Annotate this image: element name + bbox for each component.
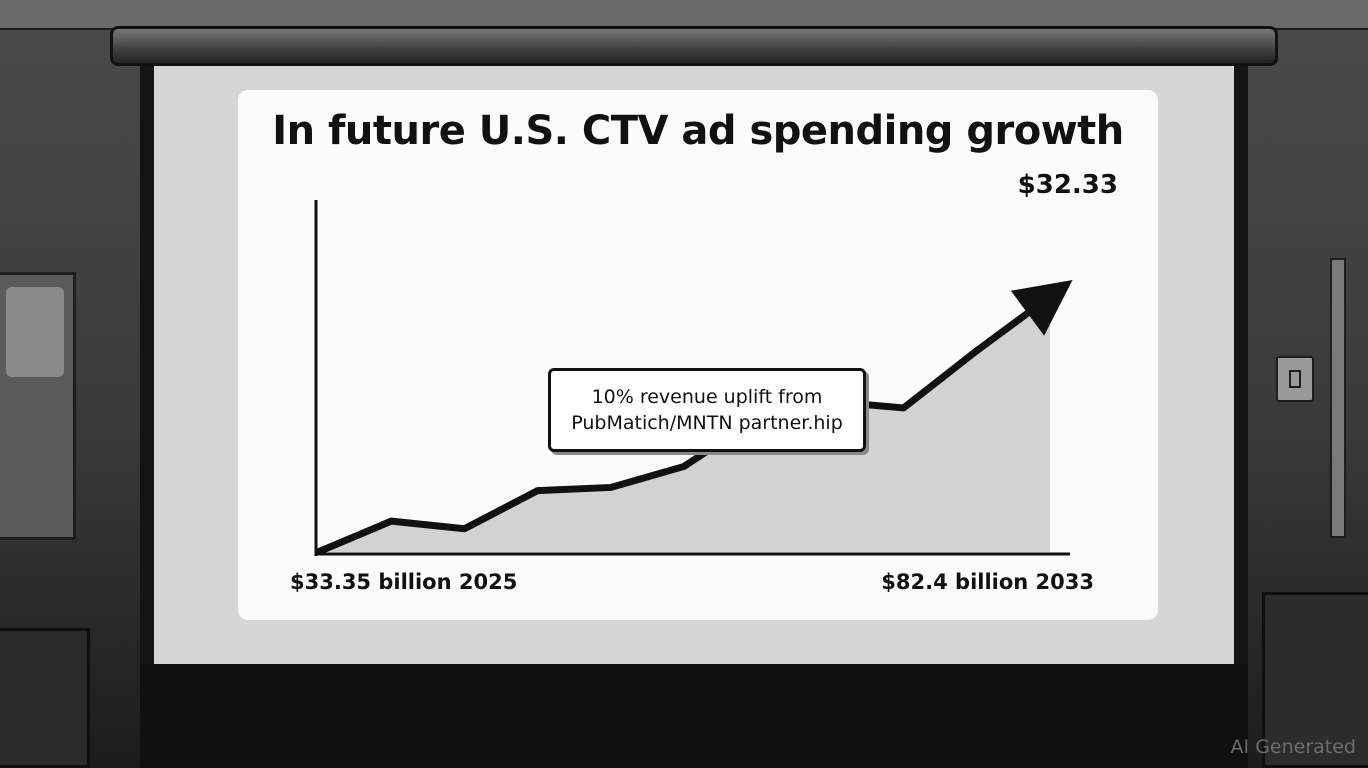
- watermark-text: AI Generated: [1230, 736, 1356, 758]
- series-area: [318, 296, 1050, 552]
- light-switch-icon: [1276, 356, 1314, 402]
- wall-picture-art: [6, 287, 64, 377]
- data-point: [1048, 294, 1052, 299]
- data-point: [389, 519, 394, 524]
- wall-picture-frame: [0, 272, 76, 540]
- data-point: [608, 485, 613, 490]
- left-speaker: [0, 628, 90, 768]
- chart-plot: [314, 200, 1073, 556]
- right-speaker: [1262, 592, 1368, 768]
- screen-roller: [110, 26, 1278, 66]
- end-value-label: $32.33: [1017, 170, 1118, 200]
- data-point: [462, 526, 467, 531]
- x-label-end: $82.4 billion 2033: [881, 570, 1094, 594]
- chart-slide: In future U.S. CTV ad spending growth $3…: [238, 90, 1158, 620]
- data-point: [535, 488, 540, 493]
- data-point: [974, 348, 979, 353]
- chart-title: In future U.S. CTV ad spending growth: [272, 108, 1124, 154]
- data-point: [316, 550, 320, 554]
- wall-pipe: [1330, 258, 1346, 538]
- annotation-line-2: PubMatich/MNTN partner.hip: [571, 412, 843, 434]
- data-point: [682, 464, 686, 469]
- annotation-line-1: 10% revenue uplift from: [591, 386, 823, 408]
- stage-floor: [140, 664, 1248, 768]
- x-label-start: $33.35 billion 2025: [290, 570, 518, 594]
- annotation-callout: 10% revenue uplift from PubMatich/MNTN p…: [548, 368, 866, 452]
- data-point: [901, 405, 906, 410]
